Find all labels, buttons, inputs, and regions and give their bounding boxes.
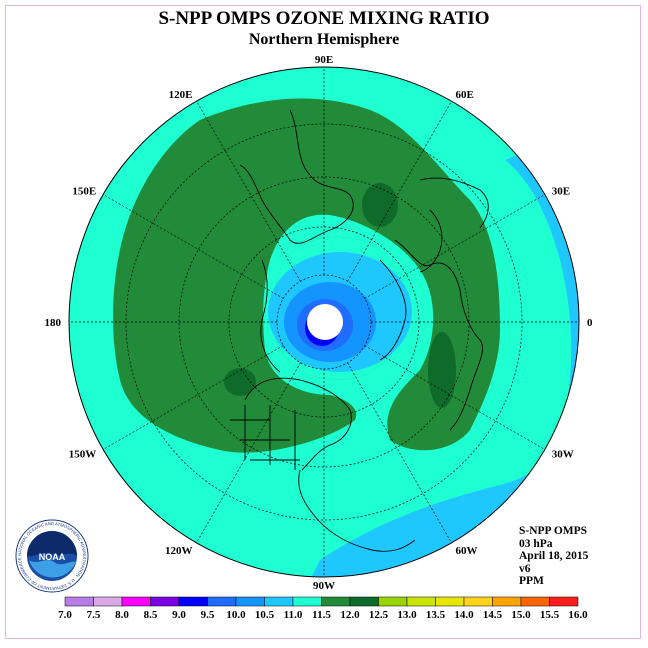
longitude-label: 150E xyxy=(72,186,96,198)
meridian-line xyxy=(196,362,301,544)
figure-frame xyxy=(5,5,641,639)
polar-no-data xyxy=(307,304,343,340)
meridian-line xyxy=(347,100,452,282)
meridian-line xyxy=(347,362,452,544)
field-11-5-12-pocket-1 xyxy=(362,183,398,227)
longitude-label: 0 xyxy=(587,317,593,329)
meridian-line xyxy=(364,345,546,450)
field-11-5-12-pocket-3 xyxy=(224,368,256,396)
longitude-label: 150W xyxy=(69,449,97,461)
info-instrument: S-NPP OMPS xyxy=(519,525,588,537)
noaa-logo-text: NOAA xyxy=(39,552,66,562)
longitude-label: 180 xyxy=(45,317,62,329)
info-units: PPM xyxy=(519,575,544,587)
meridian-line xyxy=(102,194,284,299)
map-subtitle: Northern Hemisphere xyxy=(248,31,400,48)
noaa-logo: NOAA NATIONAL OCEANIC AND ATMOSPHERIC AD… xyxy=(15,519,89,593)
map-title: S-NPP OMPS OZONE MIXING RATIO xyxy=(158,8,490,29)
info-version: v6 xyxy=(519,562,531,575)
longitude-label: 30W xyxy=(552,449,574,461)
longitude-label: 60W xyxy=(456,545,478,557)
longitude-label: 90E xyxy=(315,54,333,66)
map-boundary xyxy=(68,66,580,578)
meridian-line xyxy=(102,345,284,450)
longitude-label: 120W xyxy=(165,545,193,557)
longitude-label: 90W xyxy=(313,580,335,592)
longitude-label: 60E xyxy=(456,89,474,101)
info-level: 03 hPa xyxy=(519,537,553,550)
info-date: April 18, 2015 xyxy=(519,550,589,562)
meridian-line xyxy=(364,194,546,299)
longitude-label: 30E xyxy=(552,186,570,198)
meridian-line xyxy=(196,100,301,282)
longitude-label: 120E xyxy=(169,89,193,101)
longitude-labels: 90E 60E 30E 0 30W 60W 90W 120W 150W 180 150E 120E xyxy=(45,54,594,592)
meridian-lines xyxy=(69,67,579,577)
field-11-5-12-pocket-2 xyxy=(428,332,456,408)
map-info-block: S-NPP OMPS 03 hPa April 18, 2015 v6 PPM xyxy=(519,525,588,588)
coastlines xyxy=(230,109,489,552)
